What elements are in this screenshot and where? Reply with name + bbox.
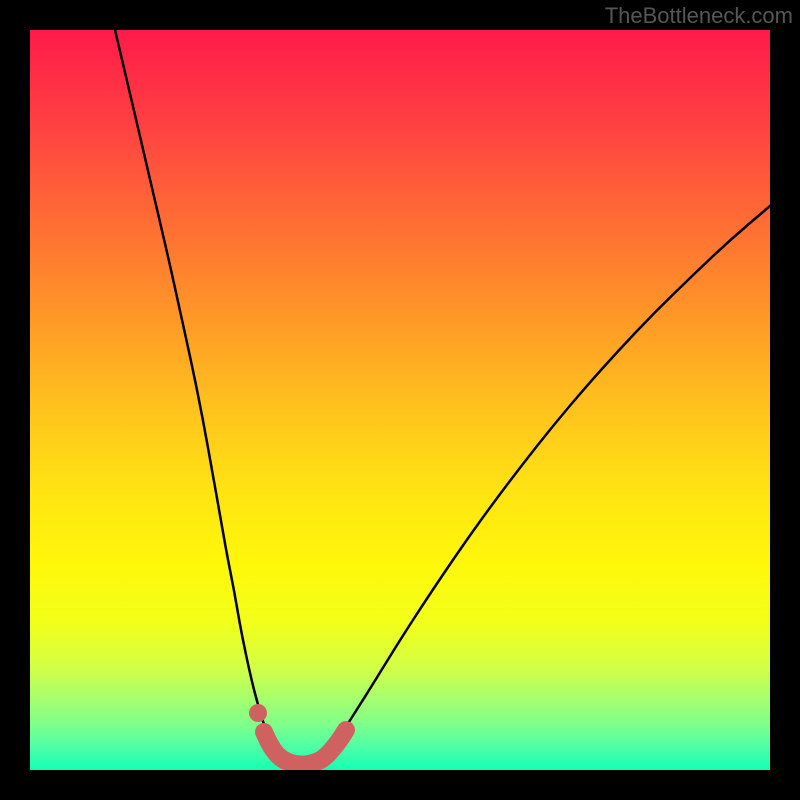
watermark-text: TheBottleneck.com xyxy=(605,3,793,29)
chart-root: TheBottleneck.com xyxy=(0,0,800,800)
gradient-background xyxy=(30,30,770,770)
